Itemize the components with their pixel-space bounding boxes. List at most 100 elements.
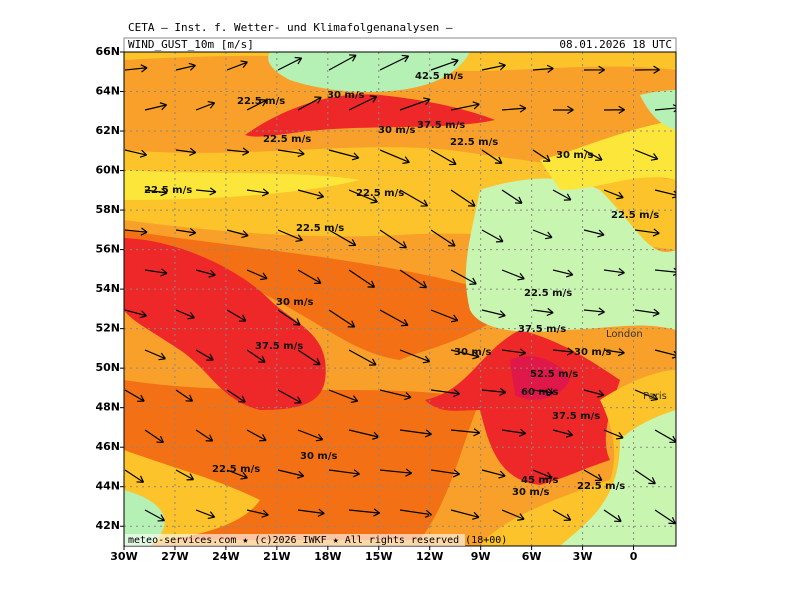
valid-time: 08.01.2026 18 UTC xyxy=(559,38,672,51)
contour-label: 22.5 m/s xyxy=(450,137,498,148)
wind-arrow xyxy=(328,149,360,161)
wind-arrow xyxy=(450,509,480,520)
wind-arrow xyxy=(450,189,476,207)
wind-arrow xyxy=(246,429,267,442)
wind-arrow xyxy=(532,149,551,162)
wind-arrow xyxy=(430,389,461,398)
wind-arrow xyxy=(634,308,660,317)
contour-label: 30 m/s xyxy=(574,347,611,358)
wind-arrow xyxy=(348,95,378,111)
contour-label: 30 m/s xyxy=(378,125,415,136)
wind-arrow xyxy=(175,147,197,156)
y-tick-label: 52N xyxy=(95,322,120,335)
field-yellow xyxy=(124,170,360,200)
contour-label: 30 m/s xyxy=(512,487,549,498)
wind-arrow xyxy=(634,469,656,485)
field-red xyxy=(124,238,326,410)
wind-arrow xyxy=(144,102,168,111)
contour-label: 30 m/s xyxy=(327,90,364,101)
wind-arrow xyxy=(246,269,268,281)
wind-arrow xyxy=(328,229,357,247)
contour-label: 37.5 m/s xyxy=(417,120,465,131)
wind-arrow xyxy=(603,105,625,114)
wind-arrow xyxy=(297,96,322,111)
wind-arrow xyxy=(501,509,525,521)
wind-arrow xyxy=(175,389,194,402)
wind-arrow xyxy=(328,54,357,71)
contour-label: 60 m/s xyxy=(521,387,558,398)
wind-arrow xyxy=(450,349,480,360)
wind-arrow xyxy=(144,429,164,444)
land-iceland xyxy=(268,52,470,92)
field: 42.5 m/s22.5 m/s30 m/s30 m/s 37.5 m/s22.5… xyxy=(124,52,676,546)
x-tick-label: 24W xyxy=(212,550,239,563)
wind-arrow xyxy=(583,469,603,482)
y-tick-label: 66N xyxy=(95,45,120,58)
wind-arrow xyxy=(144,509,166,522)
wind-arrow xyxy=(481,229,504,243)
wind-arrow xyxy=(603,348,625,357)
wind-arrow xyxy=(379,389,412,401)
wind-arrow xyxy=(379,229,407,249)
contour-label: 30 m/s xyxy=(454,347,491,358)
wind-arrow xyxy=(552,347,574,356)
wind-arrow xyxy=(532,229,553,240)
x-tick-label: 12W xyxy=(416,550,443,563)
wind-arrow xyxy=(399,189,429,207)
wind-arrow xyxy=(583,229,605,238)
y-tick-label: 56N xyxy=(95,243,120,256)
wind-arrow xyxy=(399,429,432,438)
wind-arrow xyxy=(603,509,622,523)
wind-arrow xyxy=(532,307,554,317)
header: CETA – Inst. f. Wetter- und Klimafolgena… xyxy=(128,21,453,34)
footer-bg xyxy=(125,534,465,546)
y-tick-label: 46N xyxy=(95,440,120,453)
wind-arrow xyxy=(481,62,506,71)
wind-arrow xyxy=(175,309,195,320)
contour-label: 45 m/s xyxy=(521,475,558,486)
contour-label: 22.5 m/s xyxy=(577,481,625,492)
wind-arrow xyxy=(226,60,248,71)
contour-label: 22.5 m/s xyxy=(263,134,311,145)
wind-arrow xyxy=(175,469,195,481)
wind-arrow xyxy=(246,99,268,111)
wind-arrow xyxy=(175,228,197,237)
wind-arrow xyxy=(634,389,659,402)
y-tick-label: 62N xyxy=(95,124,120,137)
x-tick-label: 18W xyxy=(314,550,341,563)
y-tick-label: 54N xyxy=(95,282,120,295)
x-tick-label: 3W xyxy=(573,550,593,563)
wind-arrow xyxy=(501,269,525,281)
wind-arrow xyxy=(532,64,554,73)
wind-arrow xyxy=(348,269,376,288)
wind-arrow xyxy=(226,469,248,480)
field-yellow xyxy=(540,120,676,190)
contour-label: 22.5 m/s xyxy=(212,464,260,475)
wind-arrow xyxy=(328,389,359,403)
wind-arrow xyxy=(552,429,574,438)
wind-arrow xyxy=(481,149,503,164)
wind-arrow xyxy=(552,189,572,201)
contour-label: 37.5 m/s xyxy=(518,324,566,335)
wind-arrow xyxy=(328,469,360,478)
title: WIND_GUST_10m [m/s] xyxy=(128,38,254,51)
wind-arrow xyxy=(379,54,410,71)
wind-arrow xyxy=(399,269,428,289)
y-tick-label: 58N xyxy=(95,203,120,216)
wind-arrow xyxy=(634,228,660,237)
wind-arrow xyxy=(226,147,250,156)
contour-label: 37.5 m/s xyxy=(255,341,303,352)
wind-arrow xyxy=(552,509,572,521)
wind-arrow xyxy=(195,269,216,278)
wind-arrow xyxy=(603,189,624,200)
wind-arrow xyxy=(124,227,148,236)
wind-arrow xyxy=(481,309,506,319)
x-tick-label: 27W xyxy=(161,550,188,563)
wind-arrow xyxy=(246,188,269,197)
wind-arrow xyxy=(277,469,305,479)
wind-arrow xyxy=(379,149,410,164)
contour-label: 22.5 m/s xyxy=(144,185,192,196)
wind-arrow xyxy=(195,509,216,519)
x-tick-label: 15W xyxy=(365,550,392,563)
city-label: London xyxy=(606,329,643,340)
